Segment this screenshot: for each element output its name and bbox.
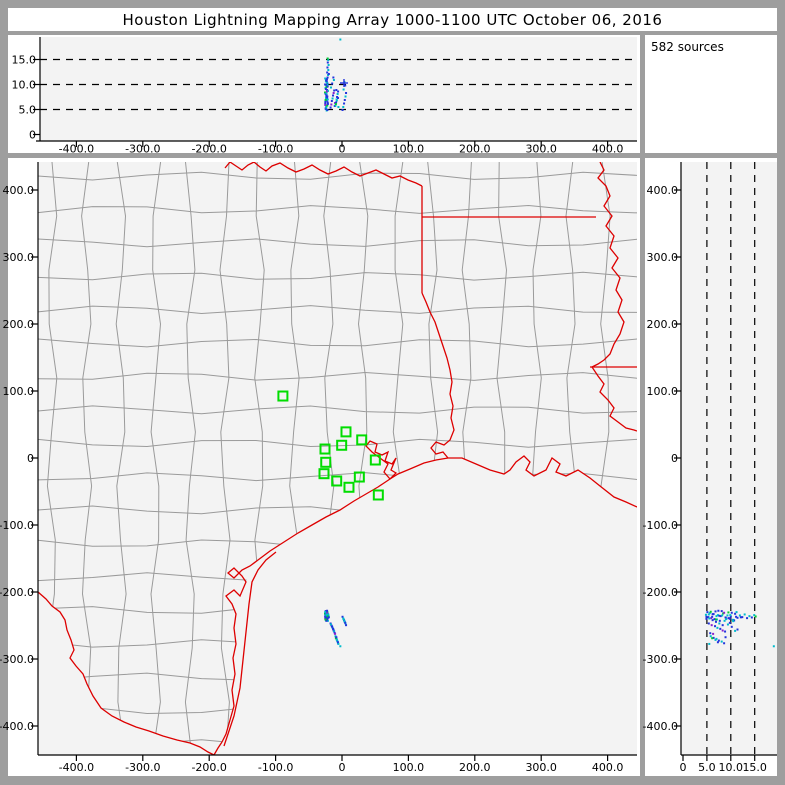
page-title: Houston Lightning Mapping Array 1000-110… — [122, 10, 663, 29]
altitude-ew-panel — [8, 35, 640, 153]
title-bar: Houston Lightning Mapping Array 1000-110… — [8, 8, 777, 31]
plan-view-map-panel — [8, 158, 640, 776]
source-count-label: 582 sources — [651, 40, 724, 54]
altitude-ns-panel — [645, 158, 777, 776]
source-count-panel: 582 sources — [645, 35, 777, 153]
